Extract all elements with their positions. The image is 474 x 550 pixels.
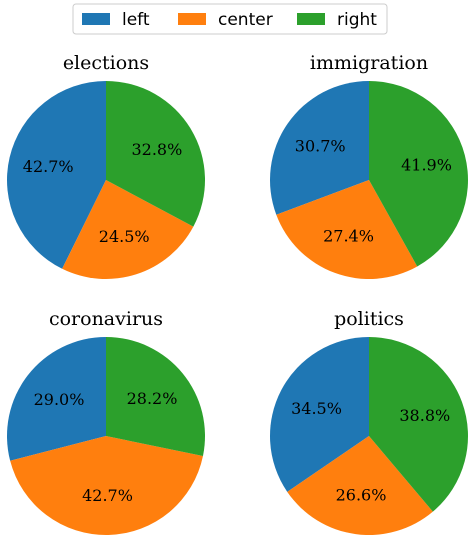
- pie-elections: elections 42.7% 24.5% 32.8%: [7, 52, 205, 279]
- pie-slice-immigration-left: [270, 81, 369, 215]
- pie-slice-elections-right: [106, 80, 205, 227]
- pie-politics: politics 34.5% 26.6% 38.8%: [270, 308, 469, 535]
- pie-title-politics: politics: [334, 308, 404, 330]
- pie-labels-elections: 42.7% 24.5% 32.8%: [23, 140, 183, 246]
- pie-pct-label-elections-right: 32.8%: [131, 140, 182, 159]
- pie-pct-label-immigration-left: 30.7%: [295, 137, 346, 156]
- pie-labels-politics: 34.5% 26.6% 38.8%: [291, 399, 450, 505]
- pie-immigration: immigration 30.7% 27.4% 41.9%: [270, 52, 468, 279]
- pie-pct-label-elections-left: 42.7%: [23, 157, 74, 176]
- legend-swatch-center: [178, 13, 206, 25]
- legend-label-center: center: [218, 10, 273, 30]
- pie-slice-coronavirus-left: [6, 337, 106, 461]
- legend-swatch-right: [297, 13, 325, 25]
- pie-slice-politics-right: [369, 337, 469, 512]
- pie-labels-coronavirus: 29.0% 42.7% 28.2%: [34, 389, 178, 505]
- pie-slice-immigration-center: [276, 180, 418, 279]
- pie-pct-label-politics-left: 34.5%: [291, 399, 342, 418]
- pie-pct-label-elections-center: 24.5%: [99, 227, 150, 246]
- pie-slice-politics-left: [270, 337, 369, 492]
- pie-title-coronavirus: coronavirus: [49, 308, 163, 330]
- pie-slices-coronavirus: [6, 337, 205, 535]
- pie-pct-label-immigration-center: 27.4%: [323, 226, 374, 245]
- legend-label-right: right: [337, 10, 377, 30]
- pie-pct-label-politics-right: 38.8%: [399, 406, 450, 425]
- pie-slice-elections-center: [62, 180, 194, 279]
- pie-slices-politics: [270, 337, 469, 535]
- pie-coronavirus: coronavirus 29.0% 42.7% 28.2%: [6, 308, 205, 535]
- pie-slice-politics-center: [287, 436, 433, 535]
- pie-pct-label-coronavirus-left: 29.0%: [34, 390, 85, 409]
- pie-pct-label-politics-center: 26.6%: [336, 485, 387, 504]
- pie-slice-immigration-right: [369, 81, 468, 267]
- pie-title-immigration: immigration: [310, 52, 428, 74]
- pie-pct-label-coronavirus-center: 42.7%: [82, 486, 133, 505]
- legend-swatch-left: [82, 13, 110, 25]
- pie-slice-coronavirus-center: [10, 436, 203, 535]
- pie-slice-coronavirus-right: [106, 337, 205, 456]
- legend-frame: [72, 3, 388, 35]
- pie-title-elections: elections: [63, 52, 149, 74]
- legend: left center right: [72, 3, 388, 35]
- pie-pct-label-immigration-right: 41.9%: [401, 156, 452, 175]
- pie-slices-immigration: [270, 81, 468, 279]
- pie-labels-immigration: 30.7% 27.4% 41.9%: [295, 137, 452, 246]
- legend-label-left: left: [122, 10, 150, 30]
- pie-slice-elections-left: [7, 81, 106, 269]
- pie-pct-label-coronavirus-right: 28.2%: [127, 389, 178, 408]
- pie-slices-elections: [7, 80, 205, 279]
